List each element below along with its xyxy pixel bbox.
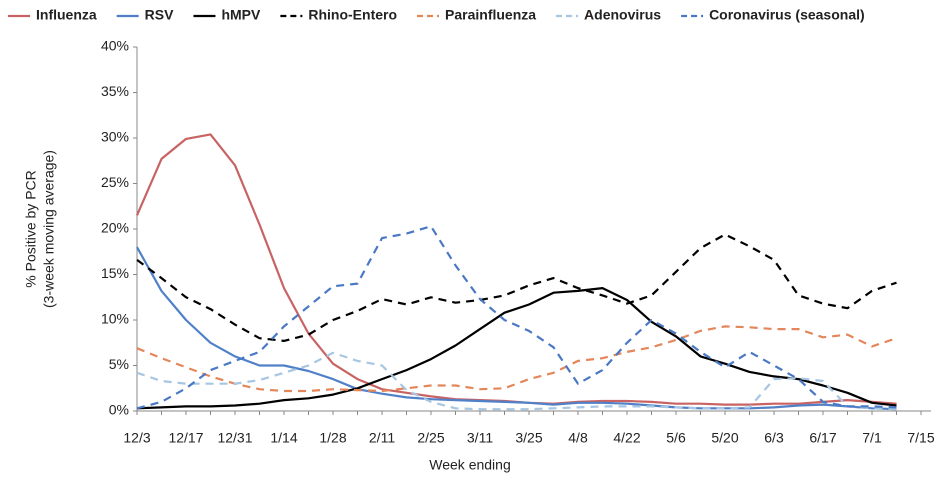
y-axis-label: % Positive by PCR bbox=[23, 170, 39, 287]
legend-label: Influenza bbox=[36, 7, 97, 23]
legend-label: RSV bbox=[145, 7, 174, 23]
series-line bbox=[136, 225, 897, 410]
x-tick-label: 4/22 bbox=[613, 430, 640, 446]
y-tick-label: 40% bbox=[101, 38, 129, 54]
y-tick-label: 15% bbox=[101, 265, 129, 281]
x-tick-label: 1/28 bbox=[319, 430, 346, 446]
series-line bbox=[136, 287, 897, 410]
y-tick-label: 0% bbox=[109, 402, 129, 418]
y-tick-label: 30% bbox=[101, 129, 129, 145]
x-tick-label: 3/25 bbox=[515, 430, 542, 446]
series-line bbox=[135, 133, 897, 406]
x-tick-label: 1/14 bbox=[270, 430, 297, 446]
x-tick-label: 5/6 bbox=[666, 430, 686, 446]
x-tick-label: 2/25 bbox=[417, 430, 444, 446]
x-tick-label: 6/17 bbox=[809, 430, 836, 446]
y-tick-label: 35% bbox=[101, 83, 129, 99]
y-tick-label: 10% bbox=[101, 311, 129, 327]
legend-label: Rhino-Entero bbox=[308, 7, 397, 23]
x-tick-label: 12/31 bbox=[217, 430, 252, 446]
legend-label: hMPV bbox=[221, 7, 261, 23]
y-tick-label: 20% bbox=[101, 220, 129, 236]
legend-label: Adenovirus bbox=[584, 7, 661, 23]
x-tick-label: 2/11 bbox=[369, 430, 395, 446]
x-tick-label: 4/8 bbox=[568, 430, 588, 446]
x-tick-label: 12/3 bbox=[123, 430, 150, 446]
series-line bbox=[136, 246, 897, 411]
series-line bbox=[136, 233, 897, 342]
x-tick-label: 12/17 bbox=[168, 430, 203, 446]
legend-label: Coronavirus (seasonal) bbox=[709, 7, 865, 23]
y-tick-label: 5% bbox=[109, 356, 129, 372]
y-axis-label: (3-week moving average) bbox=[41, 150, 57, 308]
x-tick-label: 6/3 bbox=[764, 430, 784, 446]
y-tick-label: 25% bbox=[101, 174, 129, 190]
series-line bbox=[136, 351, 897, 411]
legend-label: Parainfluenza bbox=[445, 7, 536, 23]
x-tick-label: 7/1 bbox=[862, 430, 882, 446]
x-tick-label: 3/11 bbox=[467, 430, 493, 446]
series-line bbox=[136, 325, 897, 393]
x-tick-label: 5/20 bbox=[711, 430, 738, 446]
x-tick-label: 7/15 bbox=[907, 430, 934, 446]
x-axis-label: Week ending bbox=[429, 457, 510, 473]
